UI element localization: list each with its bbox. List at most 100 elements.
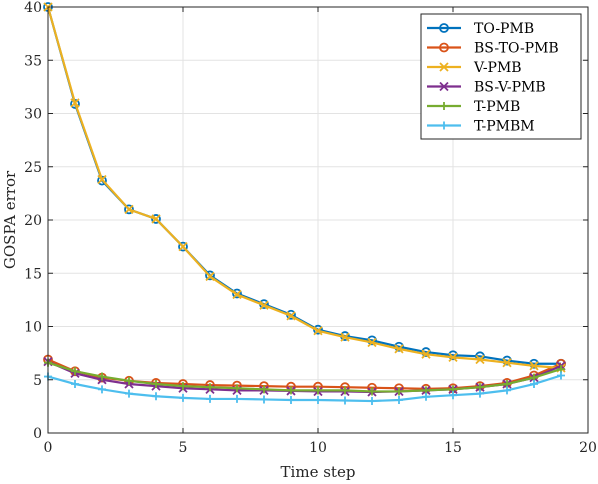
data-point	[448, 350, 458, 361]
y-tick-label: 5	[33, 373, 42, 389]
data-point	[395, 387, 403, 396]
data-point	[125, 389, 133, 398]
data-point	[71, 380, 79, 389]
data-point	[232, 289, 242, 300]
legend-entry: V-PMB	[427, 60, 522, 76]
data-point	[206, 383, 214, 392]
legend: TO-PMB BS-TO-PMB V-PMB BS-V-PMB T-PMB T-PMBM	[420, 13, 582, 140]
data-point	[341, 396, 349, 405]
y-tick-label: 0	[33, 426, 42, 442]
legend-label: BS-TO-PMB	[474, 41, 559, 57]
data-point	[557, 371, 565, 380]
legend-marker	[439, 81, 449, 92]
data-point	[313, 326, 323, 336]
data-point	[71, 367, 79, 376]
data-point	[502, 355, 512, 366]
data-point	[503, 386, 511, 395]
data-point	[260, 395, 268, 404]
data-point	[125, 376, 133, 385]
data-point	[70, 98, 80, 108]
legend-entry: BS-TO-PMB	[427, 41, 559, 57]
y-tick-label: 20	[24, 213, 42, 229]
x-tick-label: 20	[579, 440, 597, 456]
data-point	[341, 386, 349, 395]
series-layer	[43, 2, 566, 406]
data-point	[287, 395, 295, 404]
data-point	[395, 395, 403, 404]
data-point	[314, 395, 322, 404]
data-point	[151, 214, 161, 224]
series-line	[47, 361, 562, 393]
data-point	[286, 311, 296, 321]
data-point	[178, 241, 188, 252]
y-axis-label: GOSPA error	[1, 170, 19, 269]
data-point	[179, 382, 187, 391]
legend-entry: TO-PMB	[427, 21, 534, 37]
data-point	[206, 394, 214, 403]
data-point	[314, 386, 322, 395]
y-tick-label: 25	[24, 160, 42, 176]
data-point	[421, 347, 431, 357]
data-point	[124, 204, 134, 215]
data-point	[476, 389, 484, 398]
data-point	[152, 392, 160, 401]
legend-entry: BS-V-PMB	[427, 80, 546, 96]
series-t-pmb	[44, 358, 565, 396]
legend-label: BS-V-PMB	[474, 80, 546, 96]
legend-marker	[439, 42, 449, 53]
y-tick-label: 40	[24, 0, 42, 16]
legend-entry: T-PMBM	[427, 119, 535, 135]
legend-box	[420, 13, 582, 140]
ticks: 0 5 10 15 20 0 5 10 15 20 25 30 35 40	[24, 0, 597, 456]
data-point	[259, 300, 269, 310]
legend-label: T-PMBM	[474, 119, 535, 135]
data-point	[124, 204, 134, 214]
data-point	[232, 288, 242, 299]
data-point	[233, 394, 241, 403]
data-point	[368, 387, 376, 396]
x-tick-label: 10	[309, 440, 327, 456]
data-point	[97, 174, 107, 185]
data-point	[367, 337, 377, 348]
data-point	[152, 380, 160, 389]
data-point	[367, 335, 377, 346]
data-point	[98, 372, 106, 381]
data-point	[178, 241, 188, 252]
x-axis-label: Time step	[281, 463, 356, 481]
x-tick-label: 0	[44, 440, 53, 456]
data-point	[340, 332, 350, 342]
legend-marker	[439, 23, 449, 33]
x-tick-label: 15	[444, 440, 462, 456]
data-point	[233, 384, 241, 393]
data-point	[205, 270, 215, 281]
y-tick-label: 15	[24, 266, 42, 282]
data-point	[98, 385, 106, 394]
data-point	[529, 361, 539, 371]
y-tick-label: 35	[24, 53, 42, 69]
data-point	[422, 392, 430, 401]
y-tick-label: 10	[24, 320, 42, 336]
data-point	[448, 352, 458, 363]
legend-entry: T-PMB	[427, 99, 520, 115]
data-point	[421, 349, 431, 359]
y-tick-label: 30	[24, 107, 42, 123]
data-point	[151, 214, 161, 224]
data-point	[287, 386, 295, 395]
legend-label: TO-PMB	[474, 21, 534, 37]
legend-marker	[440, 121, 448, 130]
legend-marker	[440, 102, 448, 110]
data-point	[449, 391, 457, 400]
data-point	[260, 385, 268, 394]
data-point	[475, 354, 485, 365]
series-line	[47, 374, 562, 403]
data-point	[205, 271, 215, 282]
data-point	[530, 380, 538, 389]
data-point	[529, 358, 539, 369]
series-t-pmbm	[44, 371, 565, 406]
x-tick-label: 5	[179, 440, 188, 456]
series-line	[46, 6, 562, 370]
series-v-pmb	[43, 2, 566, 373]
legend-marker	[439, 62, 449, 72]
data-point	[368, 397, 376, 406]
